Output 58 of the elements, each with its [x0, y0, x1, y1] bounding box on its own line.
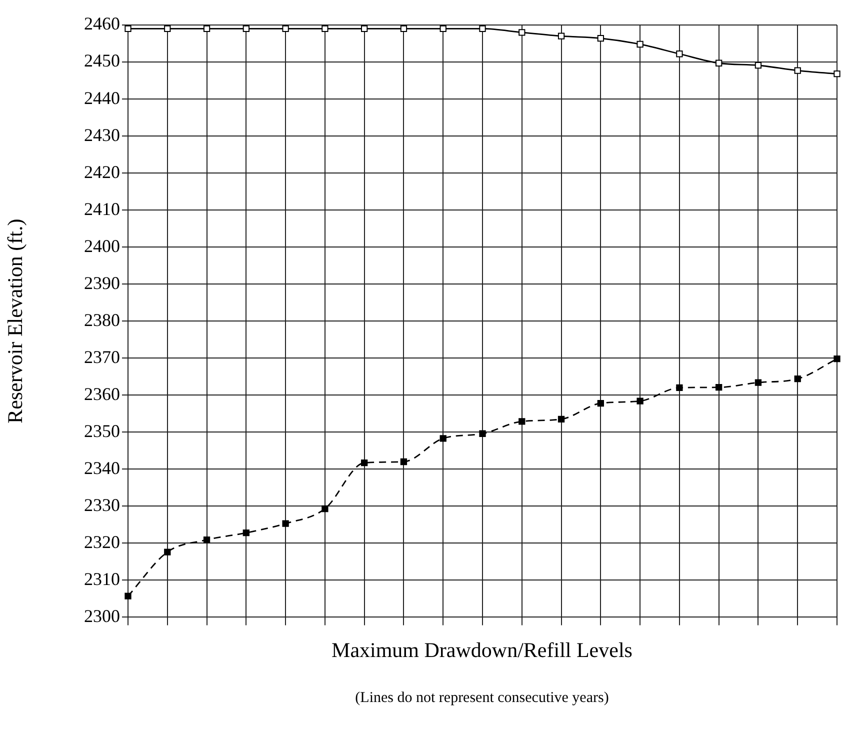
y-tick-label: 2420 — [84, 162, 120, 182]
y-tick-label: 2460 — [84, 14, 120, 34]
point — [754, 379, 762, 386]
point — [636, 40, 644, 48]
point — [636, 398, 644, 404]
point — [440, 435, 446, 442]
x-axis-title: Maximum Drawdown/Refill Levels — [330, 638, 634, 663]
point — [518, 29, 526, 36]
y-axis-title: Reservoir Elevation (ft.) — [3, 218, 28, 424]
point — [794, 376, 801, 382]
point — [322, 505, 328, 512]
point — [716, 60, 722, 66]
y-tick-label: 2300 — [84, 606, 120, 626]
point — [834, 356, 840, 362]
y-tick-label: 2320 — [84, 532, 120, 552]
point — [479, 25, 486, 32]
point — [242, 529, 250, 536]
y-tick-label: 2360 — [84, 384, 120, 404]
y-tick-label: 2430 — [84, 124, 120, 145]
y-tick-label: 2410 — [84, 198, 120, 219]
point — [676, 384, 683, 392]
y-tick-label: 2380 — [84, 310, 120, 330]
point — [440, 25, 446, 32]
point — [400, 25, 408, 32]
point — [124, 592, 132, 600]
point — [518, 418, 526, 425]
y-tick-label: 2310 — [84, 568, 120, 589]
y-tick-label: 2400 — [84, 236, 120, 256]
point — [597, 34, 604, 42]
point — [754, 62, 762, 69]
point — [124, 25, 132, 32]
y-tick-label: 2350 — [84, 420, 120, 441]
point — [834, 70, 840, 78]
point — [242, 25, 250, 32]
point — [716, 384, 722, 391]
point — [558, 32, 565, 40]
y-tick-label: 2330 — [84, 494, 120, 515]
point — [322, 25, 328, 32]
point — [203, 25, 210, 32]
point — [676, 50, 683, 58]
y-tick-label: 2450 — [84, 50, 120, 71]
point — [361, 25, 368, 32]
point — [479, 430, 486, 437]
point — [282, 25, 289, 32]
point — [203, 536, 210, 544]
point — [597, 400, 604, 407]
point — [164, 25, 171, 32]
y-tick-label: 2340 — [84, 458, 120, 478]
text: (Lines do not represent consecutive years) — [354, 690, 610, 707]
y-tick-label: 2390 — [84, 272, 120, 293]
point — [400, 458, 408, 466]
point — [794, 67, 801, 74]
point — [282, 520, 289, 527]
point — [164, 548, 171, 556]
point — [361, 460, 368, 466]
point — [558, 416, 565, 423]
y-tick-label: 2370 — [84, 346, 120, 367]
y-tick-label: 2440 — [84, 88, 120, 108]
